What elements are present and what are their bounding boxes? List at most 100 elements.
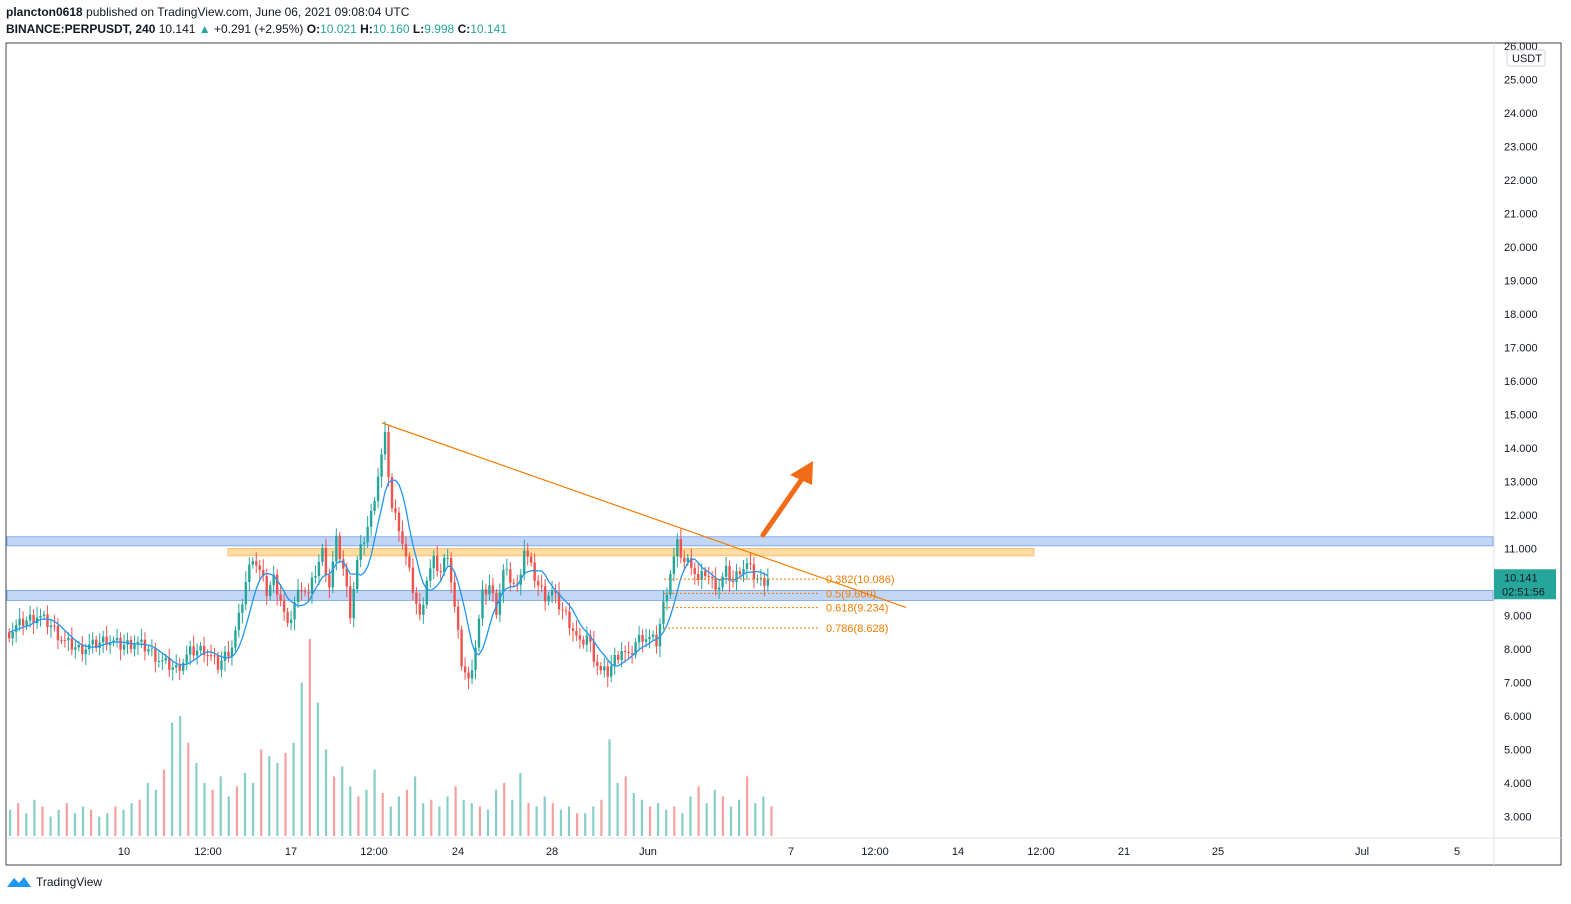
candle-body	[223, 651, 227, 661]
candle-body	[390, 477, 394, 509]
candle-body	[658, 623, 662, 647]
candle-body	[676, 539, 679, 557]
y-tick-label: 6.000	[1504, 711, 1532, 723]
volume-bar	[81, 806, 85, 836]
candle-body	[366, 526, 369, 543]
fib-level-label: 0.618(9.234)	[826, 603, 888, 615]
candle-body	[759, 577, 763, 579]
candle-body	[432, 555, 435, 569]
candle-body	[342, 559, 345, 569]
candle-body	[651, 634, 655, 637]
candle-body	[63, 640, 67, 642]
candle-body	[39, 616, 42, 618]
volume-bar	[665, 809, 668, 836]
chart-frame	[5, 42, 1562, 866]
candle-body	[634, 642, 637, 655]
candle-body	[185, 654, 188, 663]
x-tick-label: 28	[546, 846, 558, 858]
candle-body	[603, 666, 606, 671]
high-value: 10.160	[372, 22, 410, 36]
footer-brand-label: TradingView	[36, 875, 103, 889]
last-price-label: 10.141	[1504, 572, 1538, 584]
candle-body	[408, 556, 411, 568]
candle-body	[383, 431, 387, 455]
candle-body	[644, 639, 648, 642]
x-tick-label: 7	[788, 846, 794, 858]
volume-bar	[430, 799, 433, 836]
descending-trendline	[381, 422, 907, 609]
candle-body	[154, 648, 157, 662]
candle-body	[721, 576, 724, 588]
volume-bar	[33, 799, 36, 836]
candle-body	[530, 556, 533, 563]
volume-bar	[624, 776, 627, 836]
candle-body	[32, 614, 35, 624]
candle-body	[241, 604, 244, 613]
volume-bar	[49, 816, 52, 836]
y-tick-label: 21.000	[1504, 209, 1538, 221]
y-tick-label: 19.000	[1504, 276, 1538, 288]
volume-bar	[600, 799, 603, 836]
candle-body	[296, 589, 300, 603]
candle-body	[474, 647, 477, 671]
candle-body	[637, 634, 641, 643]
author-name[interactable]: plancton0618	[6, 5, 83, 19]
candle-body	[449, 557, 453, 583]
y-tick-label: 20.000	[1504, 242, 1538, 254]
volume-bar	[357, 796, 360, 836]
currency-label: USDT	[1512, 53, 1542, 65]
candle-body	[543, 586, 547, 602]
volume-bar	[349, 786, 352, 836]
candle-body	[418, 603, 422, 615]
candle-body	[328, 574, 331, 588]
candle-body	[710, 576, 714, 578]
publish-line: plancton0618 published on TradingView.co…	[6, 5, 409, 19]
candle-body	[230, 647, 234, 657]
volume-bar	[381, 793, 384, 836]
candle-body	[488, 585, 491, 595]
currency-badge	[1506, 49, 1546, 67]
close-label: C:	[457, 22, 471, 36]
candle-body	[540, 585, 543, 587]
candle-body	[502, 569, 505, 593]
volume-bar	[422, 803, 425, 836]
bullish-arrow-icon	[790, 461, 813, 485]
candle-body	[282, 600, 286, 612]
candle-body	[630, 653, 634, 655]
candle-body	[394, 508, 397, 513]
candle-body	[523, 550, 526, 575]
volume-bar	[567, 806, 571, 836]
candle-body	[164, 658, 167, 661]
candle-body	[592, 641, 596, 662]
x-tick-label: Jul	[1355, 846, 1369, 858]
candle-body	[279, 594, 282, 601]
candle-body	[397, 512, 401, 532]
candle-body	[216, 655, 220, 670]
candle-body	[564, 610, 568, 612]
candle-body	[596, 661, 599, 667]
candle-body	[129, 639, 133, 650]
candle-body	[56, 625, 60, 640]
volume-bar	[211, 789, 214, 836]
candle-body	[470, 670, 474, 679]
volume-bar	[721, 796, 724, 836]
footer-brand[interactable]: TradingView	[6, 875, 102, 889]
candle-body	[376, 476, 380, 501]
candle-body	[623, 651, 627, 653]
candle-body	[362, 542, 366, 545]
orange-zone	[227, 548, 1035, 557]
low-value: 9.998	[424, 22, 455, 36]
x-tick-label: 25	[1212, 846, 1224, 858]
candle-body	[168, 658, 171, 670]
volume-bar	[470, 803, 473, 836]
candle-body	[150, 648, 154, 650]
candle-body	[25, 620, 28, 627]
candle-body	[484, 589, 488, 595]
x-tick-label: 12:00	[194, 846, 222, 858]
volume-bar	[268, 756, 271, 836]
volume-bar	[640, 799, 643, 836]
y-tick-label: 11.000	[1504, 544, 1537, 556]
last-price-badge	[1494, 569, 1556, 600]
candle-body	[690, 557, 693, 568]
